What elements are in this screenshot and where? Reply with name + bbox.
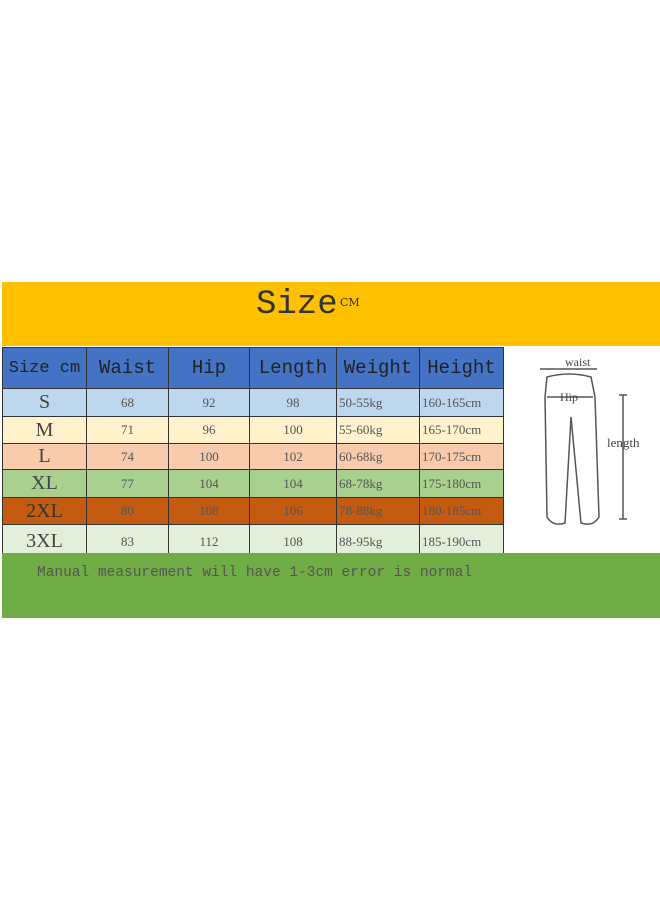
cell-waist: 77 (86, 469, 169, 498)
header-row: Size cm Waist Hip Length Weight Height (2, 347, 504, 389)
table-row: L 74 100 102 60-68kg 170-175cm (2, 443, 504, 470)
cell-hip: 108 (168, 497, 250, 525)
header-size: Size cm (2, 347, 87, 389)
title-unit: CM (340, 296, 360, 309)
pants-icon: waist Hip length (540, 355, 640, 525)
cell-length: 104 (249, 469, 337, 498)
table-row: XL 77 104 104 68-78kg 175-180cm (2, 469, 504, 498)
table-row: S 68 92 98 50-55kg 160-165cm (2, 388, 504, 417)
title: Size (256, 286, 338, 324)
cell-length: 100 (249, 416, 337, 444)
note-text: Manual measurement will have 1-3cm error… (37, 565, 473, 581)
table-row: M 71 96 100 55-60kg 165-170cm (2, 416, 504, 444)
cell-size: 2XL (2, 497, 87, 525)
cell-weight: 78-88kg (336, 497, 420, 525)
title-banner: Size CM (2, 282, 660, 346)
note-banner: Manual measurement will have 1-3cm error… (2, 553, 660, 618)
cell-length: 98 (249, 388, 337, 417)
size-table: Size cm Waist Hip Length Weight Height S… (2, 347, 504, 559)
cell-waist: 68 (86, 388, 169, 417)
cell-length: 102 (249, 443, 337, 470)
cell-waist: 71 (86, 416, 169, 444)
cell-height: 160-165cm (419, 388, 504, 417)
cell-height: 165-170cm (419, 416, 504, 444)
header-waist: Waist (86, 347, 169, 389)
cell-length: 106 (249, 497, 337, 525)
cell-hip: 104 (168, 469, 250, 498)
header-length: Length (249, 347, 337, 389)
table-row: 2XL 80 108 106 78-88kg 180-185cm (2, 497, 504, 525)
cell-size: L (2, 443, 87, 470)
cell-weight: 68-78kg (336, 469, 420, 498)
cell-waist: 74 (86, 443, 169, 470)
waist-label: waist (565, 355, 591, 369)
cell-hip: 92 (168, 388, 250, 417)
cell-waist: 80 (86, 497, 169, 525)
cell-weight: 60-68kg (336, 443, 420, 470)
cell-height: 175-180cm (419, 469, 504, 498)
cell-weight: 55-60kg (336, 416, 420, 444)
cell-size: S (2, 388, 87, 417)
pants-diagram: waist Hip length (505, 347, 660, 553)
length-label: length (607, 435, 640, 450)
cell-height: 170-175cm (419, 443, 504, 470)
cell-hip: 96 (168, 416, 250, 444)
cell-size: XL (2, 469, 87, 498)
header-hip: Hip (168, 347, 250, 389)
cell-hip: 100 (168, 443, 250, 470)
header-weight: Weight (336, 347, 420, 389)
header-height: Height (419, 347, 504, 389)
cell-height: 180-185cm (419, 497, 504, 525)
cell-size: M (2, 416, 87, 444)
hip-label: Hip (560, 390, 578, 404)
cell-weight: 50-55kg (336, 388, 420, 417)
